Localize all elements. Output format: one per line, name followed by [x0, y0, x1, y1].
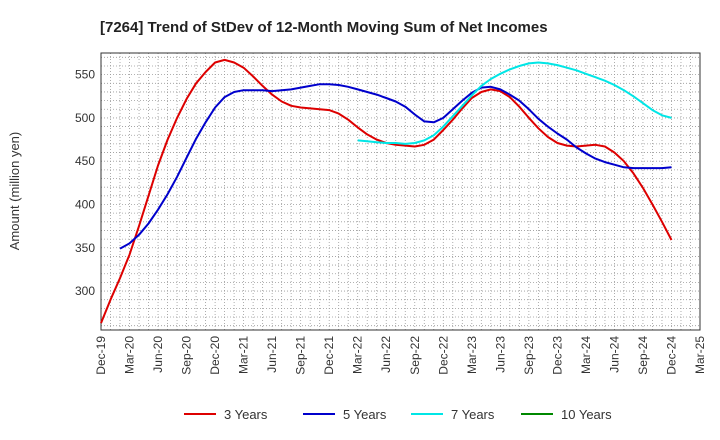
x-tick-label: Mar-20	[123, 336, 137, 374]
x-tick-label: Sep-24	[636, 336, 650, 375]
y-axis-label: Amount (million yen)	[7, 132, 22, 251]
x-tick-label: Jun-21	[265, 336, 279, 373]
chart-title: [7264] Trend of StDev of 12-Month Moving…	[100, 19, 548, 36]
x-tick-label: Dec-23	[550, 336, 564, 375]
x-tick-label: Dec-19	[94, 336, 108, 375]
x-tick-label: Sep-23	[522, 336, 536, 375]
x-tick-label: Dec-22	[436, 336, 450, 375]
plot-area: 300 350 400 450 500 550 Dec-19 Mar-20 Jun-20 Sep-…	[75, 52, 707, 375]
series-line	[119, 83, 672, 250]
x-tick-label: Jun-20	[151, 336, 165, 373]
x-tick-label: Dec-24	[664, 336, 678, 375]
y-tick-label: 550	[75, 68, 95, 82]
x-tick-label: Jun-23	[493, 336, 507, 373]
legend-label: 5 Years	[343, 407, 387, 422]
x-tick-label: Mar-25	[693, 336, 707, 374]
x-tick-label: Sep-22	[408, 336, 422, 375]
x-tick-label: Mar-22	[351, 336, 365, 374]
plot-background	[101, 53, 700, 330]
x-tick-label: Dec-21	[322, 336, 336, 375]
y-tick-label: 400	[75, 197, 95, 211]
x-tick-label: Sep-21	[294, 336, 308, 375]
x-tick-label: Jun-24	[607, 336, 621, 373]
y-tick-label: 300	[75, 284, 95, 298]
legend-label: 7 Years	[451, 407, 495, 422]
x-tick-label: Sep-20	[180, 336, 194, 375]
y-tick-label: 450	[75, 154, 95, 168]
x-tick-label: Jun-22	[379, 336, 393, 373]
legend-label: 10 Years	[561, 407, 612, 422]
y-tick-label: 350	[75, 241, 95, 255]
x-tick-label: Dec-20	[208, 336, 222, 375]
legend-label: 3 Years	[224, 407, 268, 422]
x-tick-label: Mar-23	[465, 336, 479, 374]
y-tick-label: 500	[75, 111, 95, 125]
x-tick-label: Mar-24	[579, 336, 593, 374]
x-tick-label: Mar-21	[237, 336, 251, 374]
plot-frame	[100, 52, 701, 331]
series-line	[357, 61, 672, 145]
legend: 3 Years 5 Years 7 Years 10 Years	[184, 407, 612, 422]
